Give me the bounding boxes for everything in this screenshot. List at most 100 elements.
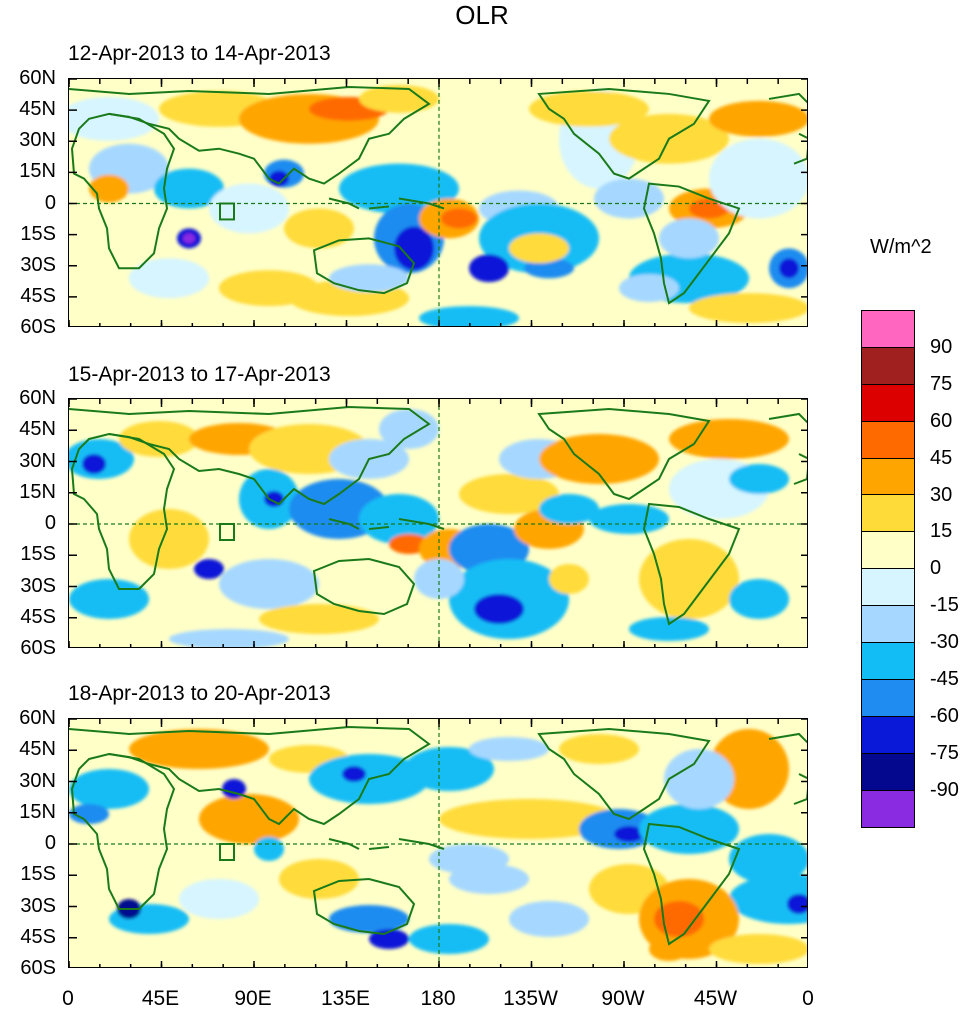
coastline xyxy=(768,92,807,165)
olr-contour-region xyxy=(709,100,807,137)
colorbar-label: 30 xyxy=(930,483,953,506)
olr-contour-region xyxy=(539,434,659,484)
colorbar-label: 75 xyxy=(930,372,953,395)
olr-contour-region xyxy=(459,474,559,514)
colorbar-swatch xyxy=(862,532,914,570)
colorbar-label: 0 xyxy=(930,557,942,580)
lat-label: 15N xyxy=(19,800,56,823)
colorbar-swatch xyxy=(862,606,914,644)
olr-contour-region xyxy=(183,233,195,244)
olr-contour-region xyxy=(404,747,494,791)
region-box xyxy=(219,843,235,861)
olr-contour-region xyxy=(394,226,434,271)
colorbar-label: 45 xyxy=(930,446,953,469)
coastline xyxy=(70,112,176,270)
panel-3-title: 18-Apr-2013 to 20-Apr-2013 xyxy=(68,682,331,705)
olr-contour-region xyxy=(69,579,149,619)
olr-anomaly-map xyxy=(69,79,807,326)
olr-contour-region xyxy=(709,934,807,964)
olr-contour-region xyxy=(119,421,199,457)
olr-contour-region xyxy=(787,894,807,914)
lat-label: 15S xyxy=(20,863,56,886)
colorbar-swatch xyxy=(862,421,914,459)
olr-contour-region xyxy=(329,905,409,933)
lon-label: 180 xyxy=(420,987,456,1010)
olr-contour-region xyxy=(529,90,649,127)
olr-contour-region xyxy=(559,734,639,764)
lat-label: 0 xyxy=(44,191,56,214)
olr-contour-region xyxy=(449,864,529,894)
lon-label: 135W xyxy=(503,987,558,1010)
olr-contour-region xyxy=(129,258,209,299)
olr-contour-region xyxy=(729,579,789,619)
coastline xyxy=(312,557,416,616)
coastline xyxy=(642,822,741,946)
olr-anomaly-map xyxy=(69,399,807,647)
colorbar-label: 90 xyxy=(930,335,953,358)
lat-label: 60N xyxy=(19,67,56,89)
lat-label: 60S xyxy=(20,957,56,979)
olr-contour-region xyxy=(524,258,574,279)
olr-contour-region xyxy=(729,834,807,884)
olr-contour-region xyxy=(509,233,569,264)
olr-contour-region xyxy=(329,264,409,293)
olr-contour-region xyxy=(469,737,549,761)
olr-contour-region xyxy=(359,84,439,113)
panel-3-map xyxy=(68,718,808,968)
colorbar-swatch xyxy=(862,643,914,680)
olr-contour-region xyxy=(169,629,289,647)
colorbar-label: -90 xyxy=(930,778,959,801)
colorbar-label: 15 xyxy=(930,520,953,543)
olr-contour-region xyxy=(664,749,734,809)
lat-label: 60S xyxy=(20,316,56,338)
colorbar xyxy=(861,310,915,829)
olr-contour-region xyxy=(259,604,379,634)
coastline xyxy=(70,752,176,910)
colorbar-label: -30 xyxy=(930,631,959,654)
coastline xyxy=(69,85,431,185)
lat-label: 45S xyxy=(20,284,56,307)
coastline xyxy=(642,502,741,626)
colorbar-label: 60 xyxy=(930,409,953,432)
lat-label: 0 xyxy=(44,512,56,534)
olr-contour-region xyxy=(629,617,709,641)
lat-label: 15N xyxy=(19,480,56,503)
lat-label: 45S xyxy=(20,925,56,948)
olr-contour-region xyxy=(669,419,789,459)
coastline xyxy=(537,727,711,821)
colorbar-label: -60 xyxy=(930,704,959,727)
olr-contour-region xyxy=(342,766,366,782)
lat-label: 30S xyxy=(20,253,56,276)
olr-contour-region xyxy=(509,901,589,937)
olr-contour-region xyxy=(154,168,224,209)
olr-anomaly-map xyxy=(69,719,807,967)
olr-contour-region xyxy=(419,306,519,326)
olr-contour-region xyxy=(254,837,284,861)
olr-contour-region xyxy=(779,258,799,279)
olr-contour-region xyxy=(279,859,359,899)
olr-contour-region xyxy=(614,826,644,842)
lat-label: 45S xyxy=(20,605,56,628)
lat-label: 45N xyxy=(19,738,56,761)
lon-label: 0 xyxy=(802,987,814,1010)
olr-contour-region xyxy=(589,504,669,534)
olr-contour-region xyxy=(269,170,289,187)
olr-contour-region xyxy=(594,178,664,219)
olr-contour-region xyxy=(649,937,689,961)
lat-label: 30S xyxy=(20,574,56,597)
lon-label: 135E xyxy=(320,987,371,1010)
olr-contour-region xyxy=(654,901,704,937)
colorbar-swatch xyxy=(862,569,914,607)
olr-contour-region xyxy=(689,293,807,324)
lon-label: 45E xyxy=(141,987,180,1010)
olr-contour-region xyxy=(69,804,109,824)
olr-contour-region xyxy=(474,594,524,624)
colorbar-swatch xyxy=(862,679,914,717)
coastline xyxy=(768,732,807,805)
panel-1-map xyxy=(68,78,808,327)
olr-contour-region xyxy=(82,454,106,474)
lat-label: 15S xyxy=(20,543,56,566)
olr-contour-region xyxy=(179,879,259,919)
olr-contour-region xyxy=(69,769,149,809)
olr-contour-region xyxy=(89,174,129,203)
